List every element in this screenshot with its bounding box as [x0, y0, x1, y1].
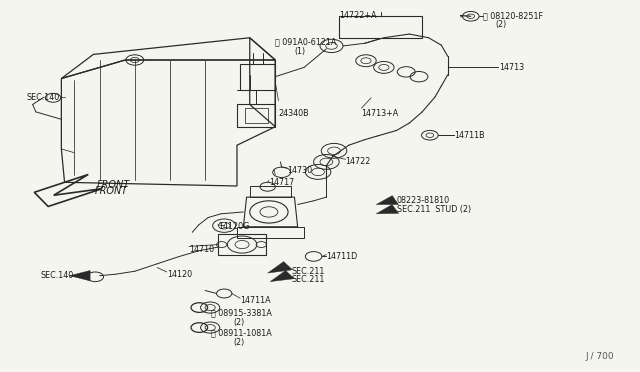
Text: 14711D: 14711D	[326, 252, 358, 261]
Text: SEC.140: SEC.140	[40, 271, 74, 280]
Text: SEC.211: SEC.211	[291, 267, 324, 276]
Text: (1): (1)	[294, 47, 305, 56]
Text: J / 700: J / 700	[585, 352, 614, 361]
Text: (2): (2)	[234, 338, 245, 347]
Text: FRONT: FRONT	[95, 186, 129, 196]
Text: (2): (2)	[234, 318, 245, 327]
Polygon shape	[70, 270, 90, 281]
Text: 14710: 14710	[189, 244, 214, 253]
Text: 14722: 14722	[346, 157, 371, 166]
Text: 14713: 14713	[499, 63, 524, 72]
Text: SEC.211: SEC.211	[291, 275, 324, 284]
Polygon shape	[376, 196, 399, 205]
Text: 14120: 14120	[167, 270, 192, 279]
Text: 14711A: 14711A	[240, 296, 271, 305]
Text: 14722+A: 14722+A	[339, 11, 377, 20]
Text: 14717: 14717	[269, 178, 294, 187]
Text: FRONT: FRONT	[97, 180, 130, 190]
Text: 24340B: 24340B	[278, 109, 309, 118]
Text: Ⓝ 08911-1081A: Ⓝ 08911-1081A	[211, 328, 272, 338]
Text: 08223-81810: 08223-81810	[397, 196, 450, 205]
Text: 14711B: 14711B	[454, 131, 484, 140]
Text: 14730: 14730	[287, 166, 312, 175]
Text: (2): (2)	[495, 20, 507, 29]
Text: 14120G: 14120G	[218, 222, 249, 231]
Text: Ⓑ 091A0-6121A: Ⓑ 091A0-6121A	[275, 37, 337, 46]
Polygon shape	[376, 205, 399, 214]
Text: Ⓑ 08120-8251F: Ⓑ 08120-8251F	[483, 11, 543, 20]
Polygon shape	[268, 262, 292, 273]
Text: SEC.211  STUD (2): SEC.211 STUD (2)	[397, 205, 471, 214]
Polygon shape	[270, 270, 294, 282]
Text: Ⓜ 08915-3381A: Ⓜ 08915-3381A	[211, 308, 272, 317]
Text: 14713+A: 14713+A	[362, 109, 399, 118]
Text: SEC.140: SEC.140	[26, 93, 60, 102]
